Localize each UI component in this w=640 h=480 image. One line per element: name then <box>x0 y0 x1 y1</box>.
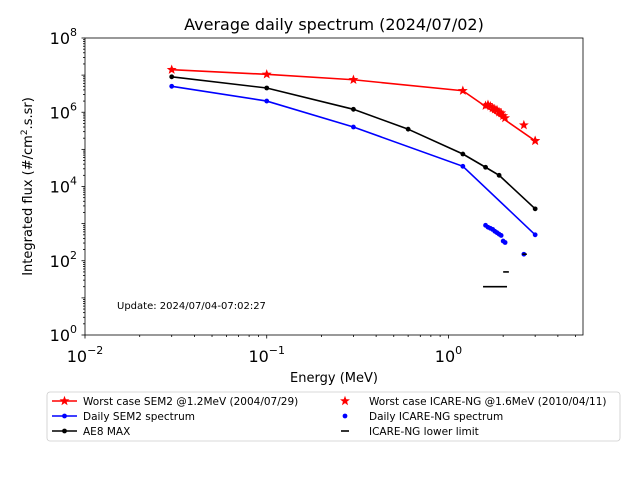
legend-label: Daily SEM2 spectrum <box>83 411 195 423</box>
data-point <box>496 172 502 178</box>
y-axis-label: Integrated flux (#/cm2.s.sr) <box>20 97 36 276</box>
data-point <box>457 85 468 95</box>
data-point <box>169 83 175 89</box>
y-axis-label-tail: .s.sr) <box>21 97 36 129</box>
series-4 <box>483 222 527 257</box>
x-tick-label: 10−1 <box>248 344 285 366</box>
data-point <box>351 106 356 112</box>
x-tick-label-exponent: −1 <box>269 344 285 357</box>
y-tick-label-base: 10 <box>50 178 70 197</box>
x-tick-label: 100 <box>435 344 462 366</box>
legend-marker <box>62 413 67 419</box>
x-axis-label: Energy (MeV) <box>290 371 378 386</box>
data-point <box>492 104 502 115</box>
series-line <box>171 76 536 210</box>
legend-marker <box>59 395 70 406</box>
y-tick-label-base: 10 <box>50 103 70 122</box>
y-tick-label: 102 <box>50 249 77 271</box>
legend-marker <box>340 395 350 406</box>
y-tick-label-exponent: 6 <box>70 100 77 113</box>
data-point <box>264 98 270 104</box>
data-point <box>169 74 175 80</box>
y-tick-label-exponent: 8 <box>70 26 77 39</box>
y-axis-label-main: Integrated flux (#/cm <box>21 135 36 276</box>
legend-label: Worst case ICARE-NG @1.6MeV (2010/04/11) <box>369 396 607 408</box>
y-tick-label-base: 10 <box>50 326 70 345</box>
series-3 <box>480 99 541 146</box>
y-axis-label-superscript: 2 <box>20 129 30 135</box>
x-tick-label-base: 10 <box>435 347 455 366</box>
data-point <box>532 232 538 238</box>
legend-item: ICARE-NG lower limit <box>341 426 479 438</box>
y-tick-label: 108 <box>50 26 77 48</box>
legend-label: ICARE-NG lower limit <box>369 426 479 438</box>
data-point <box>532 206 538 212</box>
data-point <box>483 164 488 170</box>
y-tick-label-exponent: 0 <box>70 323 77 336</box>
data-point <box>460 151 466 157</box>
data-point <box>518 119 529 130</box>
data-point <box>530 135 541 146</box>
data-point <box>487 102 498 113</box>
data-point <box>405 126 411 132</box>
update-annotation: Update: 2024/07/04-07:02:27 <box>117 301 266 312</box>
legend-item: Worst case SEM2 @1.2MeV (2004/07/29) <box>52 395 298 408</box>
y-tick-label-base: 10 <box>50 252 70 271</box>
data-point <box>264 85 270 91</box>
legend-item: Daily ICARE-NG spectrum <box>342 411 503 423</box>
legend-item: AE8 MAX <box>52 426 130 438</box>
x-tick-label-base: 10 <box>248 347 268 366</box>
y-tick-label-exponent: 4 <box>70 175 77 188</box>
data-point <box>166 64 177 74</box>
legend-marker <box>342 413 348 419</box>
legend-marker <box>62 428 67 434</box>
axes-frame <box>84 37 584 336</box>
y-tick-label: 100 <box>50 323 77 345</box>
x-tick-label-base: 10 <box>67 347 87 366</box>
y-tick-label: 106 <box>50 100 77 122</box>
series-1 <box>169 83 538 238</box>
legend-label: AE8 MAX <box>83 426 130 438</box>
legend: Worst case SEM2 @1.2MeV (2004/07/29) Dail… <box>46 391 621 442</box>
data-point <box>348 74 359 84</box>
data-point <box>351 124 356 130</box>
data-point <box>496 107 507 118</box>
data-point <box>498 110 509 121</box>
series-5 <box>483 253 527 288</box>
legend-label: Worst case SEM2 @1.2MeV (2004/07/29) <box>83 396 298 408</box>
data-point <box>498 233 504 238</box>
legend-frame <box>46 391 621 442</box>
y-tick-label-exponent: 2 <box>70 249 77 262</box>
x-tick-label-exponent: 0 <box>455 344 462 357</box>
data-point <box>500 112 511 123</box>
x-tick-label: 10−2 <box>67 344 104 366</box>
data-point <box>460 163 466 169</box>
legend-label: Daily ICARE-NG spectrum <box>369 411 503 423</box>
y-tick-label-base: 10 <box>50 29 70 48</box>
x-tick-label-exponent: −2 <box>87 344 103 357</box>
legend-item: Daily SEM2 spectrum <box>52 411 195 423</box>
data-point <box>483 99 493 109</box>
data-point <box>480 100 491 110</box>
data-point <box>502 240 508 245</box>
series-2 <box>169 74 538 212</box>
legend-item: Worst case ICARE-NG @1.6MeV (2010/04/11) <box>340 395 607 408</box>
chart-title: Average daily spectrum (2024/07/02) <box>184 15 484 34</box>
data-point <box>261 69 272 79</box>
y-tick-label: 104 <box>50 175 77 197</box>
plot-area <box>166 64 541 288</box>
data-point <box>485 101 496 111</box>
